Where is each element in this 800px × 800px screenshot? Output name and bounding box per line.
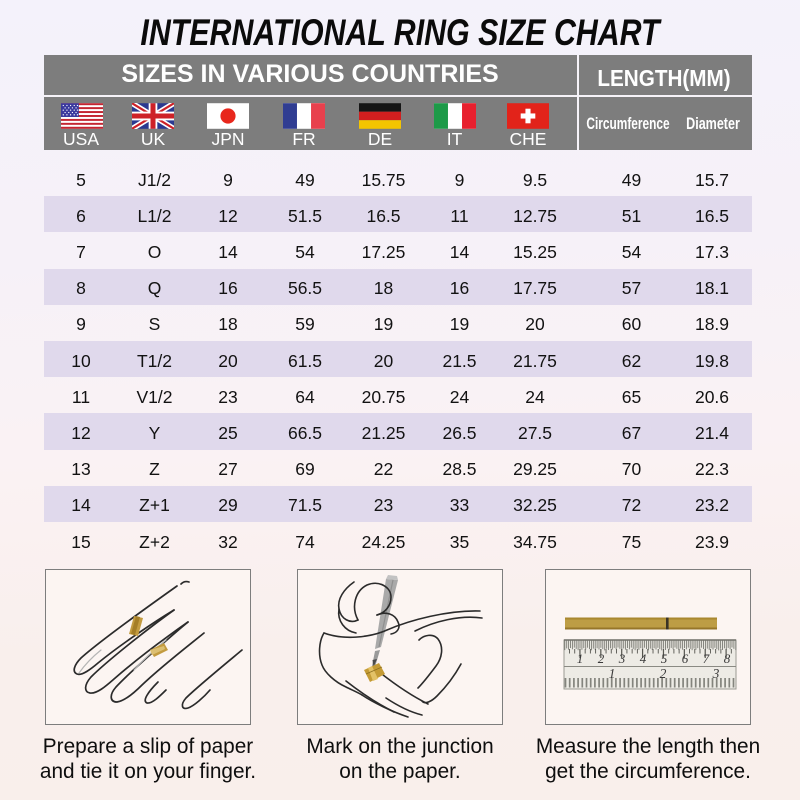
svg-text:1: 1 [577,651,584,666]
svg-text:3: 3 [618,651,626,666]
svg-text:4: 4 [640,651,647,666]
svg-text:1: 1 [609,666,616,681]
svg-text:6: 6 [682,651,689,666]
svg-text:7: 7 [703,651,710,666]
svg-text:3: 3 [712,666,720,681]
svg-text:2: 2 [660,666,667,681]
svg-text:5: 5 [661,651,668,666]
svg-text:8: 8 [724,651,731,666]
svg-text:2: 2 [598,651,605,666]
